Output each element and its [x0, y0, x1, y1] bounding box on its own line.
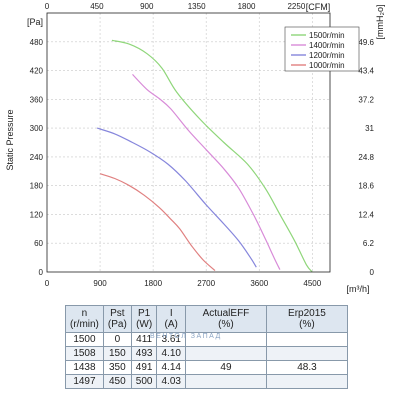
table-cell: 48.3 — [265, 360, 348, 375]
legend-label: 1000r/min — [309, 61, 345, 70]
watermark: ВЕНТОЛ ЗАПАД — [150, 333, 222, 340]
plot-frame — [46, 12, 331, 273]
y-right-tick-label: 0 — [370, 268, 375, 277]
y-tick-label: 240 — [30, 153, 44, 162]
header-line2: (%) — [299, 319, 315, 330]
table-cell: 350 — [102, 360, 132, 375]
x-axis-title: [m³/h] — [346, 284, 369, 294]
table-cell: 450 — [102, 374, 132, 389]
header-line1: n — [81, 308, 88, 319]
y-tick-label: 480 — [30, 38, 44, 47]
x-top-tick-label: 450 — [90, 2, 104, 11]
table-header-cell: ActualEFF (%) — [184, 305, 267, 333]
series-line-1000r-per-min — [99, 173, 216, 272]
table-cell: 1500 — [65, 332, 104, 347]
legend-label: 1200r/min — [309, 51, 345, 60]
table-cell: 1508 — [65, 346, 104, 361]
x-top-tick-label: 0 — [45, 2, 50, 11]
table-row: 1438 350 491 4.14 49 48.3 — [65, 360, 348, 375]
y-left-unit: [Pa] — [27, 17, 43, 27]
y-axis-title: Static Pressure — [5, 109, 15, 170]
y-right-tick-label: 18.6 — [358, 182, 374, 191]
x-tick-label: 2700 — [197, 279, 215, 288]
header-line1: I — [169, 308, 173, 319]
table-cell: 493 — [130, 346, 158, 361]
y-tick-label: 0 — [39, 268, 44, 277]
table-cell: 3.61 — [156, 332, 186, 347]
table-cell: 4.14 — [156, 360, 186, 375]
legend-label: 1500r/min — [309, 31, 345, 40]
table-cell: 0 — [102, 332, 132, 347]
y-right-tick-label: 6.2 — [363, 239, 375, 248]
table-cell: 411 — [130, 332, 158, 347]
x-tick-label: 4500 — [303, 279, 321, 288]
x-tick-label: 3600 — [250, 279, 268, 288]
table-cell: 4.10 — [156, 346, 186, 361]
x-tick-label: 1800 — [144, 279, 162, 288]
table-cell: 49 — [184, 360, 267, 375]
table-row: 1497 450 500 4.03 — [65, 374, 348, 389]
table-header-row: n (r/min) Pst (Pa) P1 (W) I (A) ActualEFF (%) Erp2… — [65, 305, 348, 333]
table-cell — [265, 332, 348, 347]
y-tick-label: 420 — [30, 67, 44, 76]
table-cell — [184, 374, 267, 389]
x-top-tick-label: 2250 — [287, 2, 305, 11]
fan-curves — [96, 39, 313, 273]
header-line1: ActualEFF — [202, 308, 250, 319]
header-line1: Pst — [110, 308, 125, 319]
x-top-tick-label: 900 — [140, 2, 154, 11]
table-cell: 491 — [130, 360, 158, 375]
y-tick-label: 180 — [30, 182, 44, 191]
y-tick-label: 300 — [30, 124, 44, 133]
header-line2: (%) — [218, 319, 234, 330]
header-line1: P1 — [138, 308, 151, 319]
x-top-unit: [CFM] — [306, 2, 331, 12]
table-header-cell: n (r/min) — [65, 305, 104, 333]
table-row: 1508 150 493 4.10 — [65, 346, 348, 361]
table-cell: 1497 — [65, 374, 104, 389]
header-line1: Erp2015 — [288, 308, 326, 319]
table-cell — [265, 374, 348, 389]
header-line2: (A) — [164, 319, 178, 330]
y-right-tick-label: 49.6 — [358, 38, 374, 47]
y-right-unit: [mmH₂o] — [375, 5, 385, 40]
grid — [47, 13, 330, 272]
x-tick-label: 900 — [93, 279, 107, 288]
header-line2: (r/min) — [70, 319, 99, 330]
y-right-tick-label: 12.4 — [358, 210, 374, 219]
y-right-tick-label: 43.4 — [358, 67, 374, 76]
y-right-tick-label: 31 — [365, 124, 374, 133]
performance-table: n (r/min) Pst (Pa) P1 (W) I (A) ActualEFF (%) Erp2… — [65, 305, 348, 389]
table-row: 1500 0 411 3.61 — [65, 332, 348, 347]
table-cell — [184, 346, 267, 361]
table-header-cell: Pst (Pa) — [102, 305, 132, 333]
y-tick-label: 120 — [30, 210, 44, 219]
table-header-cell: Erp2015 (%) — [265, 305, 348, 333]
x-top-tick-label: 1800 — [238, 2, 256, 11]
y-tick-label: 360 — [30, 95, 44, 104]
table-header-cell: P1 (W) — [130, 305, 158, 333]
header-line2: (Pa) — [107, 319, 127, 330]
series-line-1200r-per-min — [96, 127, 257, 268]
header-line2: (W) — [136, 319, 153, 330]
table-header-cell: I (A) — [156, 305, 186, 333]
table-cell: 150 — [102, 346, 132, 361]
legend-label: 1400r/min — [309, 41, 345, 50]
x-tick-label: 0 — [45, 279, 50, 288]
table-cell — [265, 346, 348, 361]
table-cell: 4.03 — [156, 374, 186, 389]
series-line-1500r-per-min — [111, 39, 313, 273]
table-cell: 500 — [130, 374, 158, 389]
series-line-1400r-per-min — [132, 73, 281, 270]
x-top-tick-label: 1350 — [188, 2, 206, 11]
y-right-tick-label: 37.2 — [358, 95, 374, 104]
y-right-tick-label: 24.8 — [358, 153, 374, 162]
y-tick-label: 60 — [34, 239, 43, 248]
table-cell: 1438 — [65, 360, 104, 375]
